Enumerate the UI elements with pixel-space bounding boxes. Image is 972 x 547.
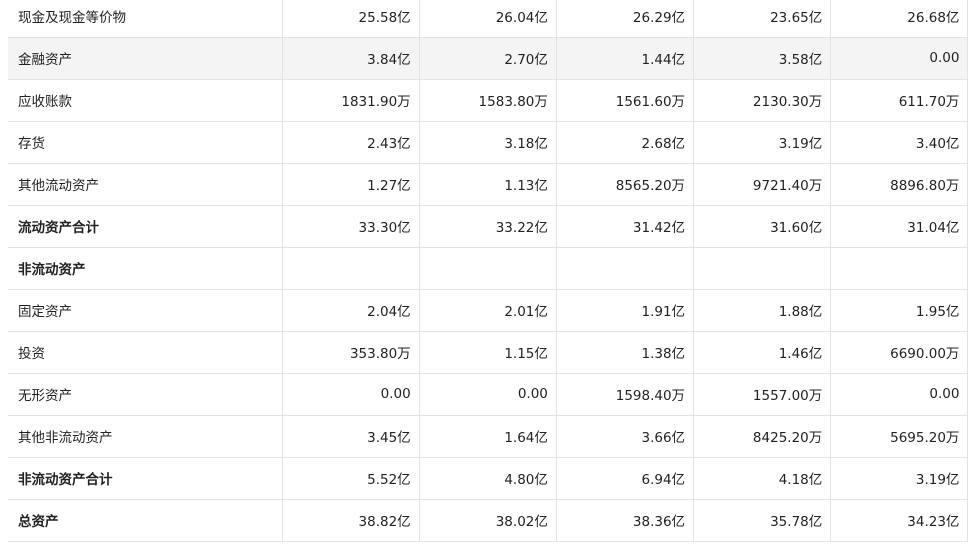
cell-value: 26.04亿 bbox=[419, 0, 557, 38]
cell-value: 3.58亿 bbox=[693, 37, 832, 80]
table-row-non-current-assets-header: 非流动资产 bbox=[8, 247, 969, 290]
cell-value: 3.18亿 bbox=[419, 121, 557, 164]
table-row-other-non-current-assets: 其他非流动资产 3.45亿 1.64亿 3.66亿 8425.20万 5695.… bbox=[8, 415, 969, 458]
cell-value: 35.78亿 bbox=[693, 499, 832, 542]
row-label: 流动资产合计 bbox=[8, 205, 283, 248]
table-row-financial-assets: 金融资产 3.84亿 2.70亿 1.44亿 3.58亿 0.00 bbox=[8, 37, 969, 80]
cell-value: 0.00 bbox=[282, 373, 420, 416]
balance-sheet-table: 现金及现金等价物 25.58亿 26.04亿 26.29亿 23.65亿 26.… bbox=[8, 0, 969, 542]
row-label: 投资 bbox=[8, 331, 283, 374]
cell-value: 1561.60万 bbox=[556, 79, 695, 122]
row-label: 其他流动资产 bbox=[8, 163, 283, 206]
cell-value: 1.88亿 bbox=[693, 289, 832, 332]
cell-value: 33.22亿 bbox=[419, 205, 557, 248]
cell-value: 1598.40万 bbox=[556, 373, 695, 416]
cell-value: 1.91亿 bbox=[556, 289, 695, 332]
cell-value: 38.02亿 bbox=[419, 499, 557, 542]
row-label: 非流动资产合计 bbox=[8, 457, 283, 500]
cell-value: 34.23亿 bbox=[830, 499, 969, 542]
cell-value: 0.00 bbox=[830, 373, 969, 416]
cell-value: 1583.80万 bbox=[419, 79, 557, 122]
cell-value: 6690.00万 bbox=[830, 331, 969, 374]
cell-value: 5.52亿 bbox=[282, 457, 420, 500]
cell-value: 26.68亿 bbox=[830, 0, 969, 38]
cell-value: 1.15亿 bbox=[419, 331, 557, 374]
cell-value: 1.64亿 bbox=[419, 415, 557, 458]
cell-value: 33.30亿 bbox=[282, 205, 420, 248]
cell-value: 2.04亿 bbox=[282, 289, 420, 332]
balance-sheet-table-container: 现金及现金等价物 25.58亿 26.04亿 26.29亿 23.65亿 26.… bbox=[8, 0, 969, 542]
table-row-inventory: 存货 2.43亿 3.18亿 2.68亿 3.19亿 3.40亿 bbox=[8, 121, 969, 164]
table-row-fixed-assets: 固定资产 2.04亿 2.01亿 1.91亿 1.88亿 1.95亿 bbox=[8, 289, 969, 332]
row-label: 非流动资产 bbox=[8, 247, 283, 290]
cell-value: 31.42亿 bbox=[556, 205, 695, 248]
cell-value: 4.18亿 bbox=[693, 457, 832, 500]
row-label: 无形资产 bbox=[8, 373, 283, 416]
cell-value: 31.60亿 bbox=[693, 205, 832, 248]
cell-value: 9721.40万 bbox=[693, 163, 832, 206]
cell-value: 1.44亿 bbox=[556, 37, 695, 80]
cell-value: 2.01亿 bbox=[419, 289, 557, 332]
cell-value: 1557.00万 bbox=[693, 373, 832, 416]
cell-value: 8425.20万 bbox=[693, 415, 832, 458]
table-row-cash: 现金及现金等价物 25.58亿 26.04亿 26.29亿 23.65亿 26.… bbox=[8, 0, 969, 38]
cell-value bbox=[282, 247, 420, 290]
cell-value: 25.58亿 bbox=[282, 0, 420, 38]
cell-value: 23.65亿 bbox=[693, 0, 832, 38]
row-label: 应收账款 bbox=[8, 79, 283, 122]
table-row-total-assets: 总资产 38.82亿 38.02亿 38.36亿 35.78亿 34.23亿 bbox=[8, 499, 969, 542]
cell-value: 3.19亿 bbox=[693, 121, 832, 164]
cell-value: 38.36亿 bbox=[556, 499, 695, 542]
cell-value: 38.82亿 bbox=[282, 499, 420, 542]
cell-value: 4.80亿 bbox=[419, 457, 557, 500]
row-label: 存货 bbox=[8, 121, 283, 164]
table-row-investments: 投资 353.80万 1.15亿 1.38亿 1.46亿 6690.00万 bbox=[8, 331, 969, 374]
cell-value: 3.19亿 bbox=[830, 457, 969, 500]
table-row-other-current-assets: 其他流动资产 1.27亿 1.13亿 8565.20万 9721.40万 889… bbox=[8, 163, 969, 206]
cell-value: 353.80万 bbox=[282, 331, 420, 374]
cell-value bbox=[830, 247, 969, 290]
cell-value: 1.27亿 bbox=[282, 163, 420, 206]
row-label: 固定资产 bbox=[8, 289, 283, 332]
row-label: 其他非流动资产 bbox=[8, 415, 283, 458]
cell-value: 1.13亿 bbox=[419, 163, 557, 206]
cell-value: 1.46亿 bbox=[693, 331, 832, 374]
cell-value: 8896.80万 bbox=[830, 163, 969, 206]
table-row-non-current-assets-total: 非流动资产合计 5.52亿 4.80亿 6.94亿 4.18亿 3.19亿 bbox=[8, 457, 969, 500]
row-label: 总资产 bbox=[8, 499, 283, 542]
cell-value: 2.70亿 bbox=[419, 37, 557, 80]
cell-value bbox=[419, 247, 557, 290]
table-row-receivables: 应收账款 1831.90万 1583.80万 1561.60万 2130.30万… bbox=[8, 79, 969, 122]
cell-value bbox=[693, 247, 832, 290]
cell-value: 3.66亿 bbox=[556, 415, 695, 458]
cell-value: 2130.30万 bbox=[693, 79, 832, 122]
cell-value: 0.00 bbox=[830, 37, 969, 80]
cell-value: 2.43亿 bbox=[282, 121, 420, 164]
cell-value: 31.04亿 bbox=[830, 205, 969, 248]
cell-value: 5695.20万 bbox=[830, 415, 969, 458]
cell-value: 8565.20万 bbox=[556, 163, 695, 206]
cell-value: 1.38亿 bbox=[556, 331, 695, 374]
row-label: 金融资产 bbox=[8, 37, 283, 80]
cell-value: 1831.90万 bbox=[282, 79, 420, 122]
cell-value: 611.70万 bbox=[830, 79, 969, 122]
cell-value: 3.45亿 bbox=[282, 415, 420, 458]
table-row-current-assets-total: 流动资产合计 33.30亿 33.22亿 31.42亿 31.60亿 31.04… bbox=[8, 205, 969, 248]
cell-value: 1.95亿 bbox=[830, 289, 969, 332]
cell-value: 3.84亿 bbox=[282, 37, 420, 80]
cell-value: 0.00 bbox=[419, 373, 557, 416]
row-label: 现金及现金等价物 bbox=[8, 0, 283, 38]
cell-value: 6.94亿 bbox=[556, 457, 695, 500]
cell-value: 3.40亿 bbox=[830, 121, 969, 164]
table-row-intangible-assets: 无形资产 0.00 0.00 1598.40万 1557.00万 0.00 bbox=[8, 373, 969, 416]
cell-value bbox=[556, 247, 695, 290]
cell-value: 26.29亿 bbox=[556, 0, 695, 38]
cell-value: 2.68亿 bbox=[556, 121, 695, 164]
